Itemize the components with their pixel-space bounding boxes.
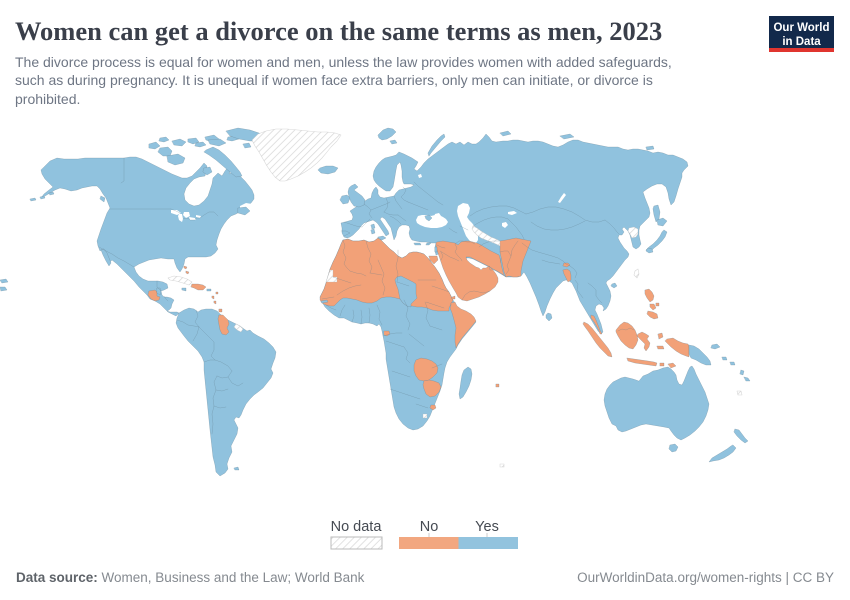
svg-text:Yes: Yes (475, 519, 499, 535)
svg-text:No: No (420, 519, 439, 535)
svg-text:No data: No data (331, 519, 383, 535)
